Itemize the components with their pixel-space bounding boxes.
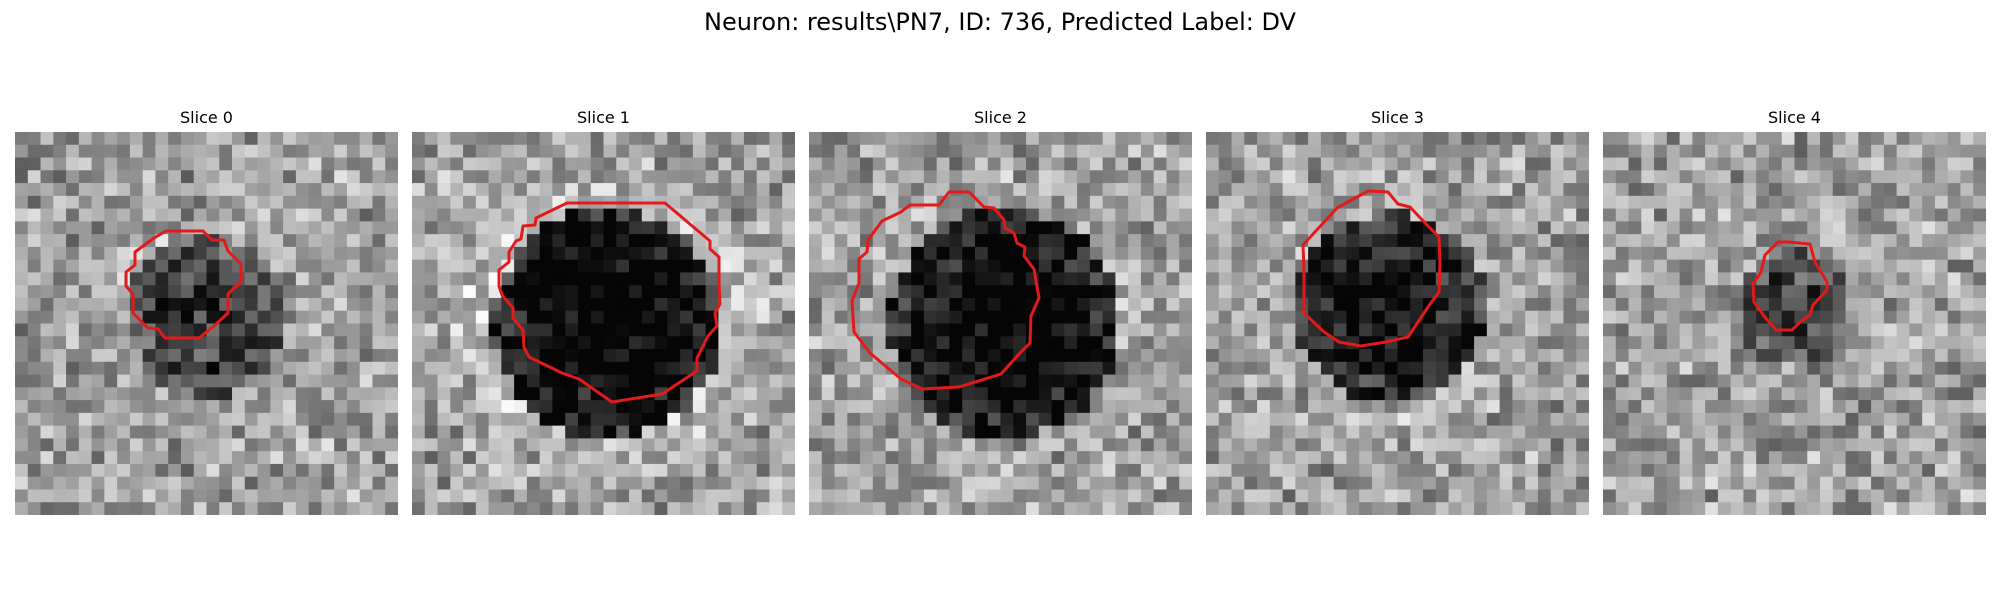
slice-panel-3: Slice 3 bbox=[1206, 108, 1589, 515]
slice-panel-0: Slice 0 bbox=[15, 108, 398, 515]
slice-title-2: Slice 2 bbox=[974, 108, 1027, 127]
neuron-contour bbox=[497, 201, 722, 404]
neuron-contour bbox=[1301, 189, 1442, 348]
slice-image-3 bbox=[1206, 132, 1589, 515]
slice-title-1: Slice 1 bbox=[577, 108, 630, 127]
slice-panel-2: Slice 2 bbox=[809, 108, 1192, 515]
slice-title-0: Slice 0 bbox=[180, 108, 233, 127]
slice-panel-1: Slice 1 bbox=[412, 108, 795, 515]
figure-title: Neuron: results\PN7, ID: 736, Predicted … bbox=[704, 8, 1296, 36]
slice-image-1 bbox=[412, 132, 795, 515]
neuron-contour bbox=[850, 190, 1041, 391]
slice-title-4: Slice 4 bbox=[1768, 108, 1821, 127]
slice-panel-4: Slice 4 bbox=[1603, 108, 1986, 515]
slice-image-0 bbox=[15, 132, 398, 515]
slice-image-2 bbox=[809, 132, 1192, 515]
slice-image-4 bbox=[1603, 132, 1986, 515]
neuron-contour bbox=[1751, 240, 1829, 332]
slice-title-3: Slice 3 bbox=[1371, 108, 1424, 127]
neuron-contour bbox=[124, 229, 243, 340]
